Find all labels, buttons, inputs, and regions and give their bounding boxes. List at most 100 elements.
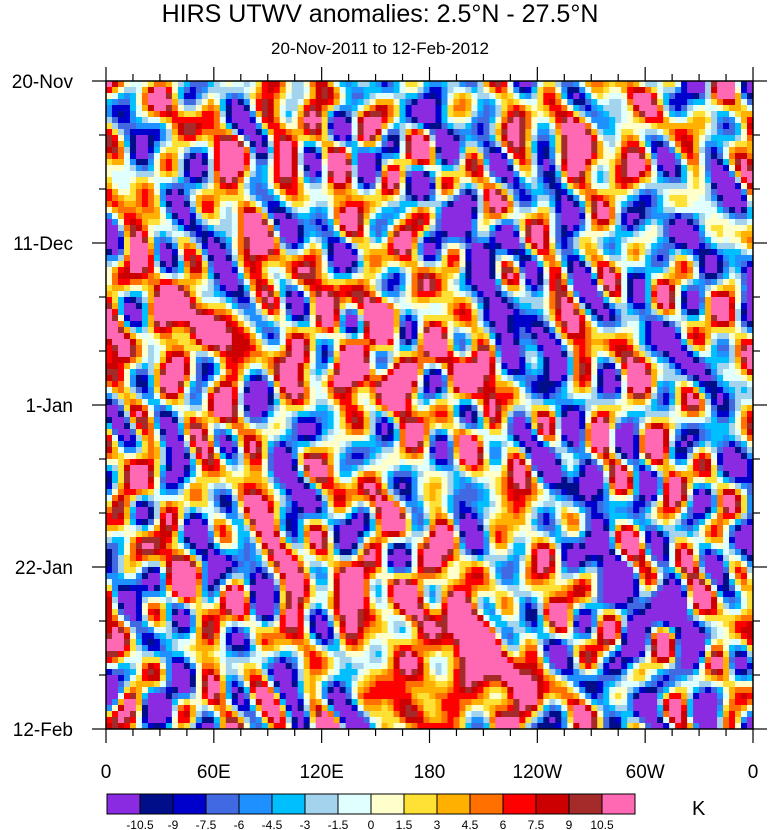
field-cell <box>189 351 197 358</box>
field-cell <box>579 279 586 286</box>
field-cell <box>201 339 209 346</box>
field-cell <box>651 189 658 196</box>
field-cell <box>399 297 407 304</box>
field-cell <box>369 225 377 232</box>
field-cell <box>165 183 173 190</box>
field-cell <box>285 225 293 232</box>
field-cell <box>747 315 753 322</box>
field-cell <box>441 105 449 112</box>
field-cell <box>627 177 634 184</box>
field-cell <box>609 249 616 256</box>
field-cell <box>189 345 197 352</box>
field-cell <box>201 279 209 286</box>
field-cell <box>219 87 227 94</box>
field-cell <box>183 285 191 292</box>
field-cell <box>495 351 502 358</box>
field-cell <box>309 117 317 124</box>
field-cell <box>165 117 173 124</box>
field-cell <box>249 81 257 88</box>
field-cell <box>675 99 682 106</box>
field-cell <box>663 279 670 286</box>
field-cell <box>147 147 155 154</box>
field-cell <box>417 345 425 352</box>
field-cell <box>153 243 161 250</box>
field-cell <box>549 111 556 118</box>
field-cell <box>663 303 670 310</box>
field-cell <box>477 255 485 262</box>
field-cell <box>453 129 461 136</box>
field-cell <box>291 99 299 106</box>
field-cell <box>435 237 443 244</box>
field-cell <box>159 231 167 238</box>
field-cell <box>351 81 359 88</box>
field-cell <box>645 159 652 166</box>
field-cell <box>111 159 119 166</box>
field-cell <box>465 177 473 184</box>
field-cell <box>741 255 748 262</box>
field-cell <box>369 303 377 310</box>
field-cell <box>465 285 473 292</box>
field-cell <box>153 345 161 352</box>
field-cell <box>537 267 544 274</box>
field-cell <box>513 207 520 214</box>
field-cell <box>237 297 245 304</box>
field-cell <box>591 123 598 130</box>
field-cell <box>129 87 137 94</box>
field-cell <box>321 111 329 118</box>
field-cell <box>423 81 431 88</box>
field-cell <box>369 291 377 298</box>
field-cell <box>687 333 694 340</box>
field-cell <box>561 231 568 238</box>
field-cell <box>147 309 155 316</box>
field-cell <box>267 111 275 118</box>
field-cell <box>225 81 233 88</box>
field-cell <box>579 309 586 316</box>
field-cell <box>327 339 335 346</box>
field-cell <box>621 165 628 172</box>
field-cell <box>705 117 712 124</box>
field-cell <box>357 219 365 226</box>
field-cell <box>543 99 550 106</box>
field-cell <box>513 147 520 154</box>
field-cell <box>495 327 502 334</box>
field-cell <box>501 105 508 112</box>
field-cell <box>345 255 353 262</box>
field-cell <box>603 333 610 340</box>
field-cell <box>417 129 425 136</box>
field-cell <box>615 243 622 250</box>
field-cell <box>399 105 407 112</box>
field-cell <box>699 297 706 304</box>
field-cell <box>495 111 502 118</box>
field-cell <box>303 153 311 160</box>
field-cell <box>207 351 215 358</box>
field-cell <box>351 213 359 220</box>
field-cell <box>159 357 167 364</box>
field-cell <box>693 249 700 256</box>
field-cell <box>357 123 365 130</box>
field-cell <box>117 273 125 280</box>
field-cell <box>435 111 443 118</box>
field-cell <box>723 159 730 166</box>
field-cell <box>279 327 287 334</box>
field-cell <box>459 81 467 88</box>
field-cell <box>537 195 544 202</box>
field-cell <box>579 321 586 328</box>
field-cell <box>705 225 712 232</box>
field-cell <box>465 159 473 166</box>
field-cell <box>147 345 155 352</box>
field-cell <box>555 285 562 292</box>
field-cell <box>339 267 347 274</box>
field-cell <box>345 87 353 94</box>
field-cell <box>315 285 323 292</box>
field-cell <box>429 129 437 136</box>
field-cell <box>495 195 502 202</box>
field-cell <box>369 345 377 352</box>
field-cell <box>519 225 526 232</box>
field-cell <box>303 315 311 322</box>
field-cell <box>279 345 287 352</box>
field-cell <box>597 303 604 310</box>
field-cell <box>717 165 724 172</box>
field-cell <box>375 291 383 298</box>
field-cell <box>711 213 718 220</box>
field-cell <box>261 213 269 220</box>
